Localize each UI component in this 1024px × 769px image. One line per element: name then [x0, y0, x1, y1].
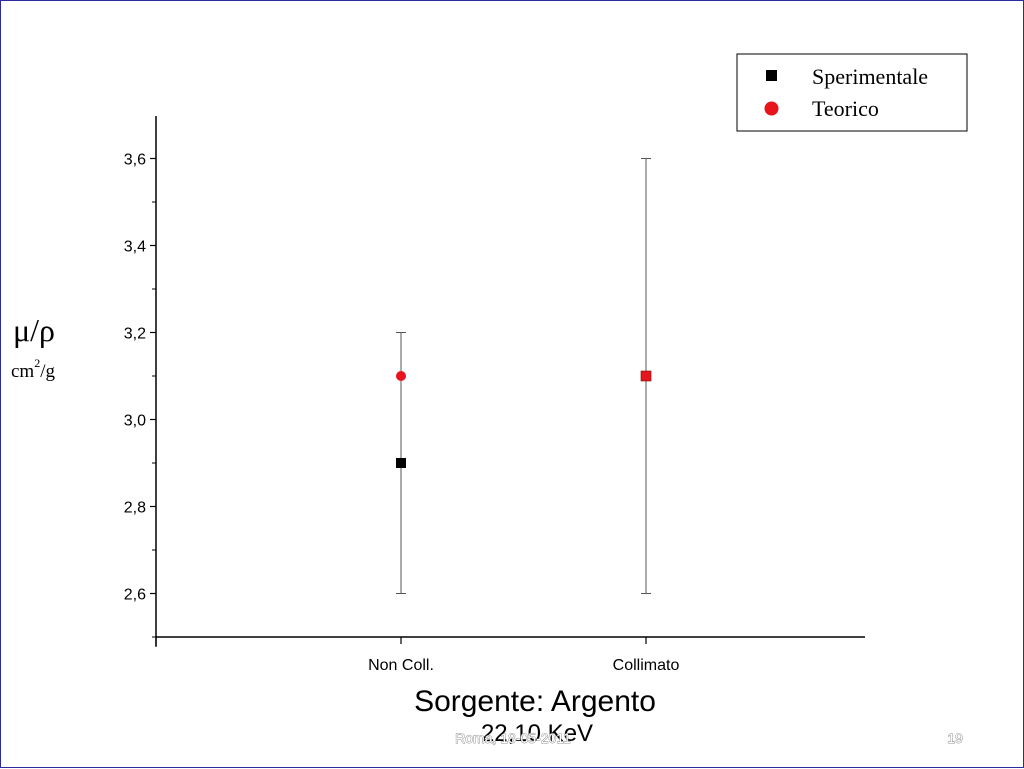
- x-axis-subtitle: 22,10 KeV: [481, 720, 593, 747]
- data-marks: [396, 158, 652, 594]
- legend-label-teorico: Teorico: [812, 96, 879, 121]
- point-sperimentale-1: [640, 370, 652, 382]
- x-ticks: Non Coll. Collimato: [155, 637, 680, 674]
- point-sperimentale-0: [396, 458, 406, 468]
- y-tick-label-5: 3,6: [124, 152, 146, 169]
- legend-box: [736, 53, 968, 132]
- legend-label-sperimentale: Sperimentale: [812, 64, 928, 89]
- y-tick-label-3: 3,2: [124, 326, 146, 343]
- y-tick-label-0: 2,6: [124, 587, 146, 604]
- y-unit-base: cm: [11, 361, 34, 382]
- page-number: 19: [947, 730, 963, 746]
- y-axis-unit: cm2/g: [11, 356, 55, 382]
- point-teorico-0: [396, 371, 406, 381]
- footer-text: Roma, 18-05-2011: [455, 730, 571, 746]
- x-tick-label-0: Non Coll.: [368, 657, 434, 674]
- x-tick-label-1: Collimato: [613, 657, 680, 674]
- y-axis-title: μ/ρ: [13, 312, 55, 348]
- legend-marker-sperimentale: [766, 70, 777, 81]
- y-tick-label-2: 3,0: [124, 413, 146, 430]
- y-tick-label-4: 3,4: [124, 239, 146, 256]
- x-axis-title: Sorgente: Argento: [414, 685, 656, 718]
- y-unit-tail: /g: [40, 361, 55, 382]
- legend-marker-teorico: [764, 101, 779, 116]
- y-unit-sup: 2: [34, 356, 40, 370]
- chart-axes: [155, 116, 865, 646]
- y-axis-label: μ/ρ cm2/g: [11, 312, 55, 382]
- legend: Sperimentale Teorico: [736, 53, 968, 132]
- y-tick-label-1: 2,8: [124, 500, 146, 517]
- y-ticks: 2,6 2,8 3,0 3,2 3,4 3,6: [124, 152, 156, 638]
